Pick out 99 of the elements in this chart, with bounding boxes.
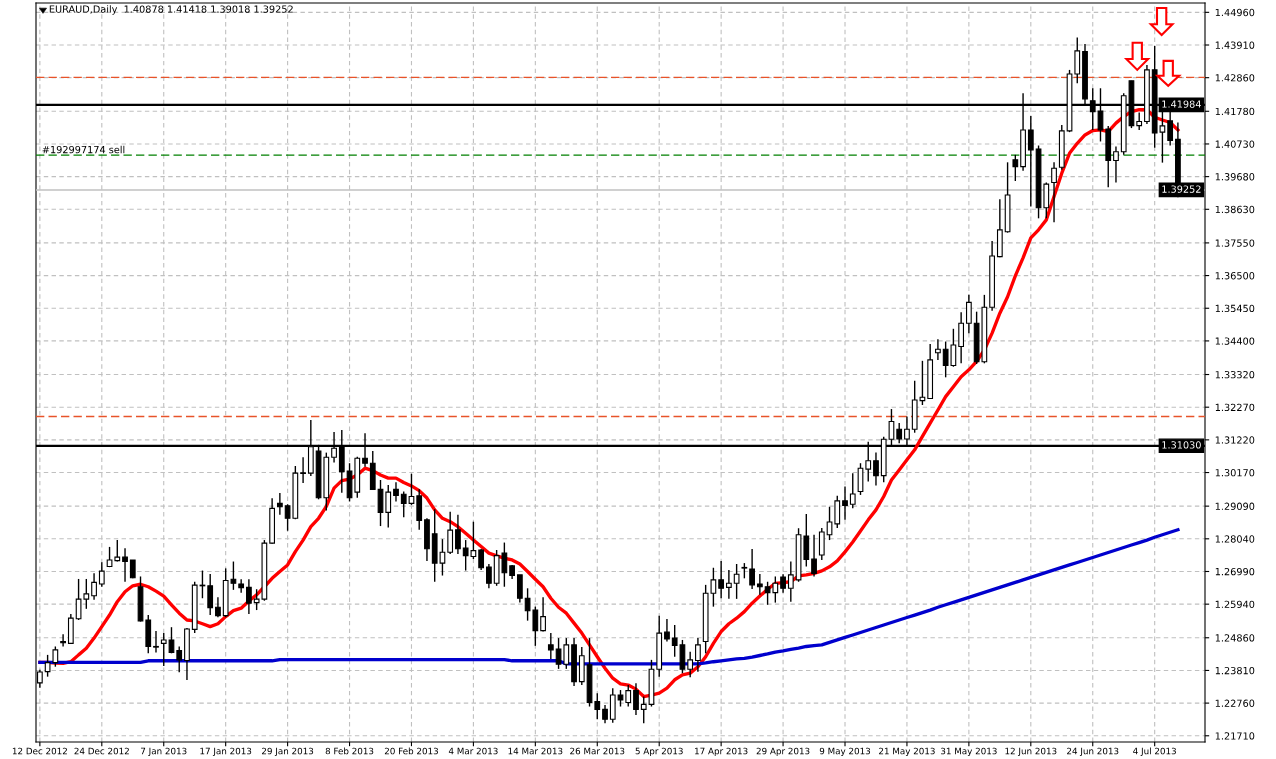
candlestick bbox=[1027, 115, 1034, 208]
x-tick-label: 21 May 2013 bbox=[879, 747, 935, 757]
x-tick-label: 31 May 2013 bbox=[941, 747, 997, 757]
candlestick bbox=[238, 578, 245, 594]
candlestick bbox=[849, 472, 856, 510]
x-tick-label: 12 Dec 2012 bbox=[12, 747, 67, 755]
candlestick bbox=[733, 563, 740, 600]
candlestick bbox=[1074, 36, 1081, 84]
candlestick bbox=[873, 451, 879, 487]
candlestick bbox=[958, 311, 965, 365]
y-tick-label: 1.24860 bbox=[1215, 634, 1255, 642]
candlestick bbox=[935, 338, 941, 361]
candlestick bbox=[122, 547, 128, 583]
x-tick-label: 14 Mar 2013 bbox=[508, 747, 563, 755]
candlestick bbox=[756, 573, 763, 596]
y-tick-label: 1.39680 bbox=[1215, 173, 1255, 181]
y-tick-label: 1.21710 bbox=[1215, 732, 1255, 740]
x-tick-label: 20 Feb 2013 bbox=[384, 747, 438, 755]
candlestick bbox=[215, 596, 221, 618]
candlestick bbox=[547, 632, 554, 660]
candlestick bbox=[811, 534, 817, 578]
y-tick-label: 1.37550 bbox=[1215, 239, 1255, 247]
x-tick-label: 4 Jul 2013 bbox=[1133, 747, 1176, 756]
y-tick-label: 1.22760 bbox=[1215, 699, 1255, 707]
candlestick bbox=[160, 632, 167, 667]
candlestick bbox=[687, 651, 694, 678]
candlestick bbox=[718, 560, 725, 599]
y-tick-label: 1.36500 bbox=[1215, 272, 1255, 280]
x-tick-label: 4 Mar 2013 bbox=[448, 747, 498, 755]
candlestick bbox=[633, 682, 639, 716]
y-tick-label: 1.33320 bbox=[1215, 371, 1255, 379]
x-tick-label: 29 Apr 2013 bbox=[756, 747, 810, 757]
y-tick-label: 1.34400 bbox=[1215, 337, 1255, 345]
candlestick bbox=[787, 560, 794, 603]
candlestick bbox=[818, 527, 825, 561]
candlestick bbox=[749, 548, 755, 590]
candlestick bbox=[695, 637, 701, 673]
ref-line-label: 1.31030 bbox=[1162, 441, 1201, 449]
y-tick-label: 1.40730 bbox=[1215, 140, 1255, 148]
y-tick-label: 1.32270 bbox=[1215, 403, 1255, 412]
candlestick bbox=[842, 485, 848, 521]
candlestick bbox=[834, 495, 841, 529]
candlestick bbox=[516, 574, 523, 604]
x-tick-label: 7 Jan 2013 bbox=[141, 747, 187, 756]
candlestick bbox=[98, 561, 105, 588]
x-tick-label: 9 May 2013 bbox=[819, 747, 871, 757]
candlestick bbox=[447, 511, 454, 555]
candlestick bbox=[91, 572, 97, 601]
x-tick-label: 5 Apr 2013 bbox=[635, 747, 683, 757]
candlestick bbox=[664, 618, 670, 643]
candlestick bbox=[207, 573, 214, 616]
candlestick bbox=[965, 294, 972, 334]
y-tick-label: 1.42860 bbox=[1215, 74, 1255, 82]
y-tick-label: 1.31220 bbox=[1215, 436, 1255, 444]
candlestick bbox=[276, 492, 283, 516]
x-tick-label: 8 Feb 2013 bbox=[325, 747, 374, 755]
candlestick bbox=[153, 630, 159, 654]
candlestick bbox=[246, 578, 252, 615]
y-tick-label: 1.41780 bbox=[1215, 107, 1255, 116]
y-tick-label: 1.38630 bbox=[1215, 205, 1255, 214]
candlestick bbox=[385, 484, 392, 529]
y-tick-label: 1.44960 bbox=[1215, 8, 1255, 17]
x-tick-label: 17 Jan 2013 bbox=[200, 747, 252, 756]
candlestick bbox=[625, 684, 632, 708]
y-tick-label: 1.30170 bbox=[1215, 469, 1255, 477]
candlestick bbox=[60, 633, 66, 648]
candlestick bbox=[780, 573, 786, 594]
y-tick-label: 1.28040 bbox=[1215, 535, 1255, 543]
y-tick-label: 1.25940 bbox=[1215, 600, 1255, 608]
y-tick-label: 1.29090 bbox=[1215, 502, 1255, 510]
candlestick bbox=[726, 569, 732, 600]
candlestick bbox=[168, 626, 175, 655]
candlestick bbox=[1012, 154, 1019, 182]
ref-line-label: 1.39252 bbox=[1162, 185, 1201, 193]
chart-title: EURAUD,Daily 1.40878 1.41418 1.39018 1.39252 bbox=[49, 5, 293, 15]
y-tick-label: 1.23810 bbox=[1215, 666, 1255, 675]
x-tick-label: 29 Jan 2013 bbox=[262, 747, 314, 756]
candlestick bbox=[393, 481, 399, 503]
candlestick bbox=[478, 548, 485, 571]
candlestick bbox=[602, 704, 608, 725]
candlestick bbox=[400, 490, 407, 519]
y-tick-label: 1.35450 bbox=[1215, 304, 1255, 313]
candlestick bbox=[455, 514, 461, 555]
y-tick-label: 1.26990 bbox=[1215, 567, 1255, 576]
y-tick-label: 1.43910 bbox=[1215, 41, 1255, 49]
candlestick bbox=[176, 645, 183, 673]
x-tick-label: 24 Jun 2013 bbox=[1067, 747, 1119, 756]
x-tick-label: 24 Dec 2012 bbox=[74, 747, 129, 755]
ref-line-label: 1.41984 bbox=[1162, 100, 1201, 108]
candlestick bbox=[1113, 145, 1119, 184]
x-tick-label: 12 Jun 2013 bbox=[1005, 747, 1057, 756]
candlestick bbox=[896, 422, 903, 444]
candlestick bbox=[486, 563, 492, 589]
ref-line-label: #192997174 sell bbox=[42, 145, 125, 154]
x-tick-label: 26 Mar 2013 bbox=[570, 747, 625, 755]
candlestick bbox=[1051, 161, 1057, 224]
x-tick-label: 17 Apr 2013 bbox=[695, 747, 748, 757]
candlestick bbox=[540, 596, 546, 633]
candlestick bbox=[300, 456, 306, 484]
